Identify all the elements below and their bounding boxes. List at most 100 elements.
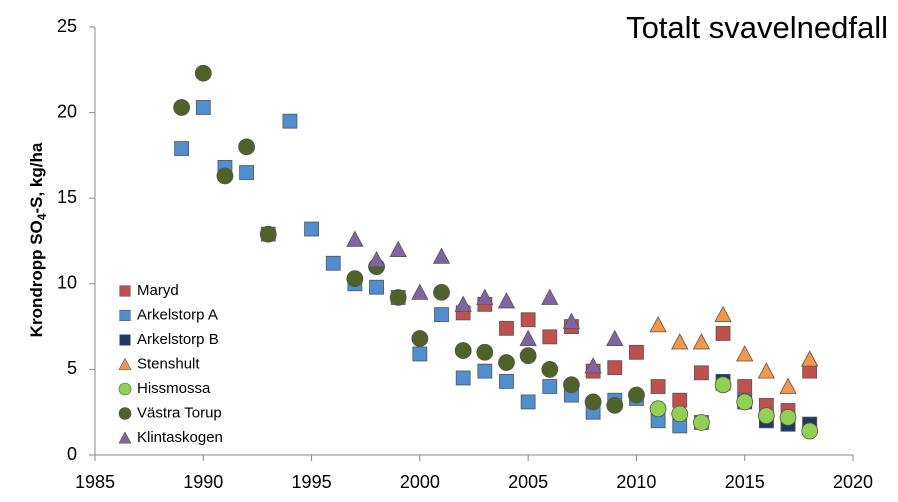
point: [584, 357, 602, 374]
point: [432, 247, 451, 264]
legend-label: Arkelstorp A: [137, 306, 218, 323]
point: [737, 379, 753, 394]
x-tick-label: 2010: [616, 472, 656, 492]
point: [411, 283, 429, 300]
point: [367, 250, 386, 268]
point: [584, 393, 602, 411]
y-label-part: Krondropp SO: [27, 220, 46, 337]
point: [498, 354, 515, 371]
legend-marker: [118, 431, 132, 444]
y-tick-label: 15: [57, 187, 77, 207]
point: [282, 113, 298, 129]
legend-label: Arkelstorp B: [137, 331, 219, 348]
point: [714, 376, 732, 394]
point: [174, 141, 190, 156]
point: [454, 295, 472, 312]
point: [455, 370, 471, 386]
point: [412, 346, 428, 362]
point: [346, 270, 364, 288]
point: [520, 394, 536, 410]
point: [520, 312, 536, 328]
legend-marker: [119, 334, 131, 346]
point: [411, 330, 429, 347]
y-tick-label: 0: [67, 444, 77, 464]
point: [542, 329, 558, 345]
point: [542, 379, 558, 394]
y-axis-label: Krondropp SO4-S, kg/ha: [27, 142, 49, 337]
point: [779, 408, 797, 426]
point: [693, 414, 710, 431]
legend-label: Hissmossa: [137, 380, 211, 397]
point: [434, 307, 449, 323]
x-tick-label: 1985: [75, 472, 115, 492]
legend-marker: [118, 382, 132, 396]
point: [715, 326, 731, 341]
point: [671, 405, 689, 423]
point: [649, 316, 667, 333]
point: [433, 283, 450, 301]
legend-marker: [118, 357, 132, 371]
point: [238, 138, 256, 156]
point: [499, 320, 514, 336]
point: [562, 312, 581, 329]
point: [325, 255, 341, 271]
point: [757, 407, 775, 425]
point: [801, 422, 819, 440]
point: [628, 386, 645, 404]
point: [541, 288, 559, 305]
point: [672, 392, 688, 408]
point: [757, 362, 776, 379]
x-tick-label: 2015: [725, 472, 765, 492]
x-tick-label: 1995: [292, 472, 332, 492]
y-label-part: -S, kg/ha: [27, 142, 46, 213]
point: [239, 165, 255, 180]
point: [714, 305, 732, 323]
legend-label: Stenshult: [137, 355, 200, 372]
point: [606, 329, 624, 346]
x-tick-label: 2000: [400, 472, 440, 492]
point: [369, 279, 384, 295]
point: [454, 342, 472, 359]
point: [541, 360, 559, 378]
point: [477, 363, 493, 379]
point: [216, 167, 234, 185]
point: [499, 373, 514, 389]
legend-marker: [119, 309, 131, 322]
point: [779, 377, 797, 394]
legend-label: Klintaskogen: [137, 429, 223, 446]
point: [194, 64, 212, 82]
point: [801, 350, 819, 367]
point: [304, 221, 319, 237]
x-tick-label: 2020: [833, 472, 873, 492]
point: [692, 333, 711, 350]
x-tick-label: 2005: [508, 472, 548, 492]
x-tick-label: 1990: [183, 472, 223, 492]
point: [519, 329, 537, 346]
point: [476, 288, 494, 305]
point: [519, 347, 537, 365]
y-tick-label: 25: [57, 16, 77, 36]
point: [497, 292, 516, 309]
legend-marker: [118, 407, 132, 420]
point: [606, 396, 624, 414]
chart-title: Totalt svavelnedfall: [626, 10, 888, 45]
point: [671, 333, 689, 350]
point: [694, 365, 709, 381]
point: [389, 289, 407, 306]
legend-label: Maryd: [137, 282, 179, 299]
point: [736, 345, 754, 362]
y-tick-label: 20: [57, 101, 77, 121]
point: [476, 343, 494, 361]
point: [649, 400, 667, 418]
y-label-subscript: 4: [35, 213, 49, 220]
point: [173, 99, 191, 116]
point: [629, 344, 644, 360]
y-tick-label: 5: [67, 358, 77, 378]
point: [389, 240, 407, 257]
point: [607, 360, 623, 376]
y-tick-label: 10: [57, 273, 77, 293]
point: [259, 225, 277, 243]
legend-label: Västra Torup: [137, 404, 222, 421]
point: [195, 100, 211, 115]
